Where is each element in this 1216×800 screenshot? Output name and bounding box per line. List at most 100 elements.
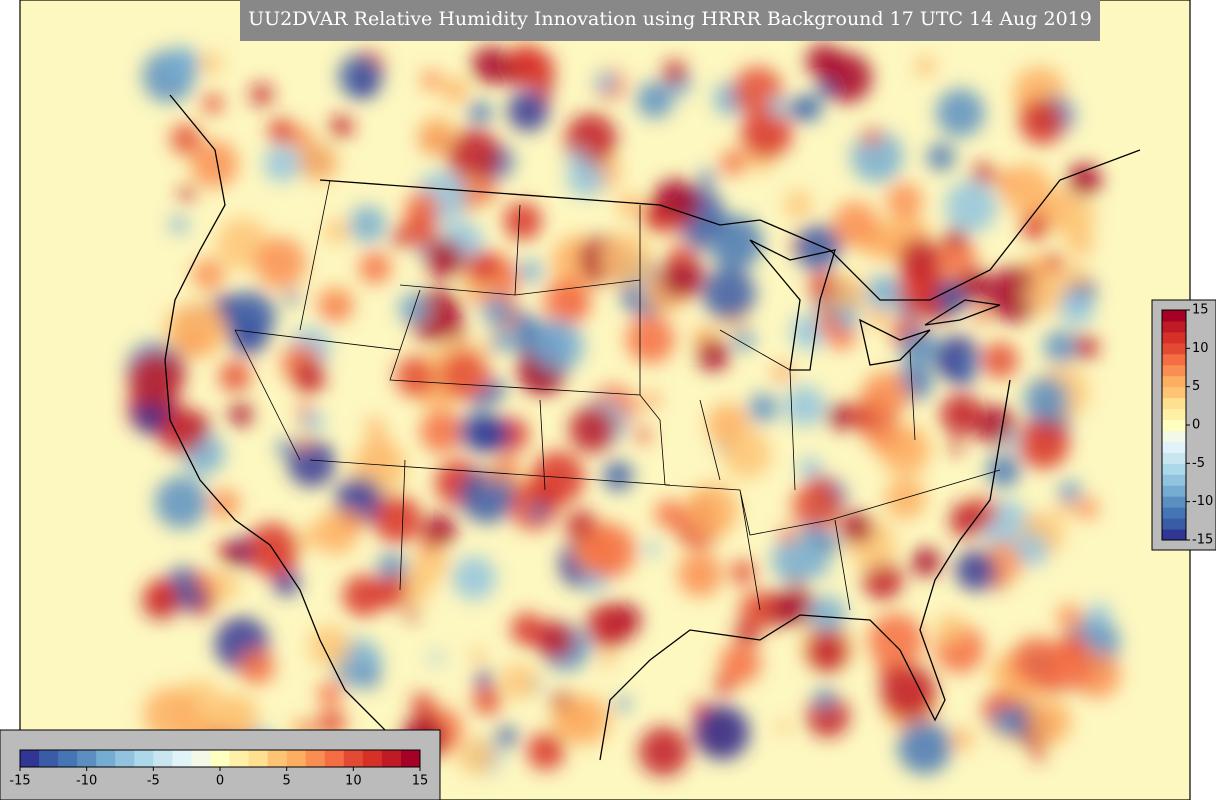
field-blob xyxy=(1072,334,1099,361)
field-blob xyxy=(865,274,901,310)
field-blob xyxy=(221,542,246,566)
field-blob xyxy=(165,46,200,82)
colorbar-tick-label: 5 xyxy=(1192,379,1200,394)
field-blob xyxy=(411,692,434,716)
field-blob xyxy=(298,401,312,415)
field-blob xyxy=(832,201,879,248)
field-blob xyxy=(808,271,836,299)
field-blob xyxy=(1032,747,1046,762)
field-blob xyxy=(850,130,904,183)
field-blob xyxy=(472,686,502,715)
field-blob xyxy=(491,331,512,353)
field-blob xyxy=(936,88,985,138)
field-blob xyxy=(898,238,941,281)
field-blob xyxy=(1025,274,1066,315)
field-blob xyxy=(459,468,515,524)
field-blob xyxy=(911,547,941,577)
field-blob xyxy=(1018,417,1070,469)
field-blob xyxy=(343,510,365,532)
colorbar-segment xyxy=(1162,485,1186,497)
colorbar-segment xyxy=(1162,441,1186,453)
field-blob xyxy=(1019,99,1065,145)
field-blob xyxy=(157,406,206,454)
field-blob xyxy=(720,149,747,176)
field-blob xyxy=(418,116,458,156)
boundaries xyxy=(164,94,1141,761)
colorbar-segment xyxy=(1162,419,1186,431)
field-blob xyxy=(342,574,385,617)
colorbar-segment xyxy=(1162,474,1186,486)
field-blob xyxy=(308,625,351,668)
colorbar-segment xyxy=(1162,408,1186,421)
field-blob xyxy=(530,451,585,505)
field-blob xyxy=(1021,212,1049,241)
field-blob xyxy=(154,476,208,529)
colorbar-segment xyxy=(58,750,78,767)
field-blob xyxy=(1067,163,1102,197)
field-blob xyxy=(862,371,910,419)
field-blob xyxy=(293,361,326,394)
field-blob xyxy=(808,554,830,577)
title: UU2DVAR Relative Humidity Innovation usi… xyxy=(248,8,1092,30)
field-blob xyxy=(767,96,788,116)
field-blob xyxy=(721,429,772,479)
field-blob xyxy=(503,201,542,241)
field-blob xyxy=(884,478,926,520)
field-blob xyxy=(397,292,429,324)
colorbar-tick-label: -10 xyxy=(1192,494,1213,509)
field-blob xyxy=(148,578,175,606)
field-blob xyxy=(748,393,779,423)
east-gulf-coast xyxy=(599,379,1011,761)
field-blob xyxy=(973,307,989,323)
field-blob xyxy=(272,569,300,596)
field-blob xyxy=(190,140,239,188)
colorbar-tick-label: 5 xyxy=(283,774,291,789)
colorbar-segment xyxy=(343,750,364,767)
field-blob xyxy=(961,355,979,373)
field-blob xyxy=(485,468,501,484)
field-blob xyxy=(297,435,312,450)
field-blob xyxy=(866,422,897,453)
colorbar-segment xyxy=(115,750,135,767)
colorbar-tick-label: 10 xyxy=(345,774,362,789)
field-blob xyxy=(690,237,706,253)
colorbar-segment xyxy=(172,750,192,767)
field-blob xyxy=(955,549,997,591)
field-blob xyxy=(1056,604,1083,631)
field-blob xyxy=(359,251,391,284)
field-blob xyxy=(420,409,464,454)
colorbar-segment xyxy=(1162,452,1186,464)
field-blob xyxy=(223,290,276,343)
field-blob xyxy=(712,217,726,231)
field-blob xyxy=(777,587,815,626)
field-blob xyxy=(660,254,705,299)
field-blob xyxy=(529,502,547,521)
state-line xyxy=(234,179,1001,611)
field-blob xyxy=(471,46,510,84)
field-blob xyxy=(400,210,438,248)
field-blob xyxy=(665,212,685,232)
field-blob xyxy=(643,392,660,409)
field-blob xyxy=(1053,197,1096,240)
field-blob xyxy=(470,414,510,454)
field-blob xyxy=(513,312,537,336)
field-blob xyxy=(1043,330,1077,364)
colorbar-segment xyxy=(1162,529,1186,541)
field-blob xyxy=(193,571,213,592)
colorbars: -15 -10 -5 0 5 10 15 -15 -10 -5 0 5 10 15 xyxy=(9,303,1213,789)
colorbar-tick-label: 0 xyxy=(1192,418,1200,433)
field-blob xyxy=(471,649,486,663)
field-blob xyxy=(192,258,225,291)
field-blob xyxy=(599,652,614,667)
field-blob xyxy=(597,232,653,287)
colorbar-segment xyxy=(1162,353,1186,366)
field-blob xyxy=(540,78,554,91)
field-blob xyxy=(826,403,854,430)
field-blob xyxy=(958,268,991,302)
colorbar-segment xyxy=(134,750,154,767)
field-blob xyxy=(654,499,685,529)
colorbar-segment xyxy=(1162,364,1186,377)
field-blob xyxy=(900,328,939,367)
field-blob xyxy=(1075,497,1099,520)
field-blob xyxy=(317,681,343,707)
